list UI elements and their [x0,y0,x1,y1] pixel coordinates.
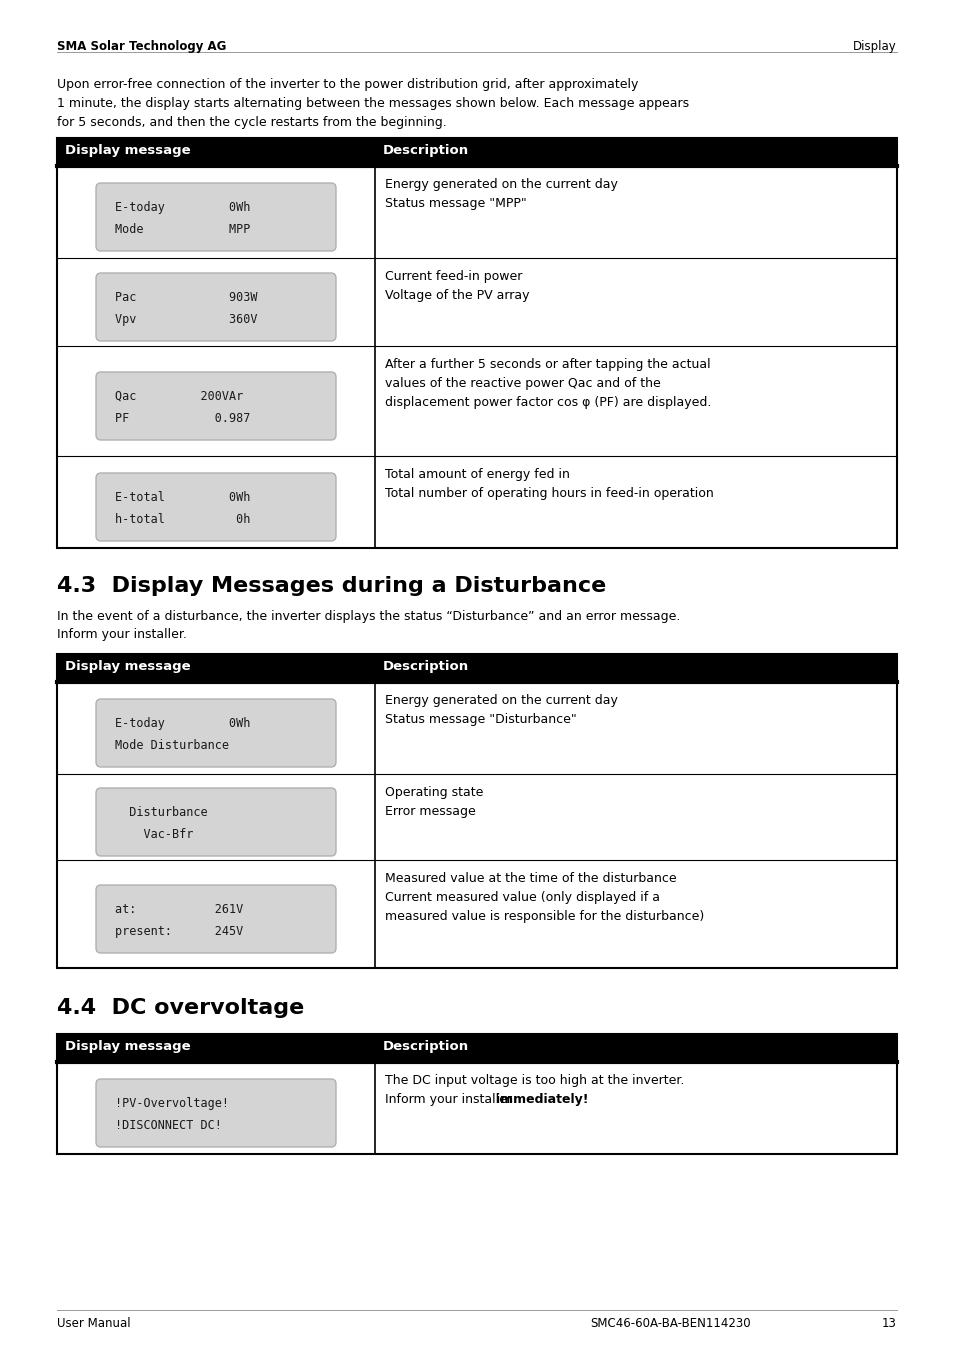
Text: values of the reactive power Qac and of the: values of the reactive power Qac and of … [385,377,660,389]
FancyBboxPatch shape [96,886,335,953]
Text: Mode            MPP: Mode MPP [115,223,250,237]
Text: Current feed-in power: Current feed-in power [385,270,522,283]
Bar [57,1034,896,1063]
Text: Operating state: Operating state [385,786,483,799]
Text: Error message: Error message [385,804,476,818]
Text: After a further 5 seconds or after tapping the actual: After a further 5 seconds or after tappi… [385,358,710,370]
Bar [57,654,896,968]
Text: Current measured value (only displayed if a: Current measured value (only displayed i… [385,891,659,904]
Text: Inform your installer: Inform your installer [385,1092,516,1106]
Text: Display message: Display message [65,1040,191,1053]
Bar [57,1034,896,1155]
Text: Energy generated on the current day: Energy generated on the current day [385,694,618,707]
FancyBboxPatch shape [96,699,335,767]
Text: Description: Description [382,1040,469,1053]
Text: Mode Disturbance: Mode Disturbance [115,740,229,752]
Text: Total number of operating hours in feed-in operation: Total number of operating hours in feed-… [385,487,713,500]
Text: User Manual: User Manual [57,1317,131,1330]
Text: !DISCONNECT DC!: !DISCONNECT DC! [115,1119,222,1132]
FancyBboxPatch shape [96,372,335,439]
Text: measured value is responsible for the disturbance): measured value is responsible for the di… [385,910,703,923]
Text: 4.4  DC overvoltage: 4.4 DC overvoltage [57,998,304,1018]
Text: 4.3  Display Messages during a Disturbance: 4.3 Display Messages during a Disturbanc… [57,576,605,596]
Bar [57,138,896,166]
Text: Total amount of energy fed in: Total amount of energy fed in [385,468,569,481]
Text: Display message: Display message [65,660,191,673]
FancyBboxPatch shape [96,273,335,341]
Text: Status message "Disturbance": Status message "Disturbance" [385,713,577,726]
Text: Inform your installer.: Inform your installer. [57,627,187,641]
FancyBboxPatch shape [96,1079,335,1146]
Text: !PV-Overvoltage!: !PV-Overvoltage! [115,1096,229,1110]
Text: E-today         0Wh: E-today 0Wh [115,201,250,214]
Text: E-total         0Wh: E-total 0Wh [115,491,250,504]
FancyBboxPatch shape [96,183,335,251]
Text: Measured value at the time of the disturbance: Measured value at the time of the distur… [385,872,676,886]
Bar [57,654,896,681]
Text: Vac-Bfr: Vac-Bfr [115,827,193,841]
Text: for 5 seconds, and then the cycle restarts from the beginning.: for 5 seconds, and then the cycle restar… [57,116,446,128]
Text: SMA Solar Technology AG: SMA Solar Technology AG [57,41,226,53]
Text: PF            0.987: PF 0.987 [115,412,250,425]
Text: 13: 13 [882,1317,896,1330]
Text: Pac             903W: Pac 903W [115,291,257,304]
Text: immediately!: immediately! [496,1092,588,1106]
Text: E-today         0Wh: E-today 0Wh [115,717,250,730]
Text: Description: Description [382,660,469,673]
Text: Display: Display [852,41,896,53]
Text: Status message "MPP": Status message "MPP" [385,197,526,210]
Text: Upon error-free connection of the inverter to the power distribution grid, after: Upon error-free connection of the invert… [57,78,638,91]
Text: Qac         200VAr: Qac 200VAr [115,389,243,403]
Bar [57,138,896,548]
Text: h-total          0h: h-total 0h [115,512,250,526]
Text: SMC46-60A-BA-BEN114230: SMC46-60A-BA-BEN114230 [589,1317,750,1330]
Text: present:      245V: present: 245V [115,925,243,938]
Text: Description: Description [382,145,469,157]
Text: In the event of a disturbance, the inverter displays the status “Disturbance” an: In the event of a disturbance, the inver… [57,610,679,623]
FancyBboxPatch shape [96,788,335,856]
Text: Energy generated on the current day: Energy generated on the current day [385,178,618,191]
Text: 1 minute, the display starts alternating between the messages shown below. Each : 1 minute, the display starts alternating… [57,97,688,110]
Text: Voltage of the PV array: Voltage of the PV array [385,289,529,301]
Text: Disturbance: Disturbance [115,806,208,819]
Text: Display message: Display message [65,145,191,157]
Text: The DC input voltage is too high at the inverter.: The DC input voltage is too high at the … [385,1073,683,1087]
Text: at:           261V: at: 261V [115,903,243,917]
Text: displacement power factor cos φ (PF) are displayed.: displacement power factor cos φ (PF) are… [385,396,711,410]
FancyBboxPatch shape [96,473,335,541]
Text: Vpv             360V: Vpv 360V [115,314,257,326]
